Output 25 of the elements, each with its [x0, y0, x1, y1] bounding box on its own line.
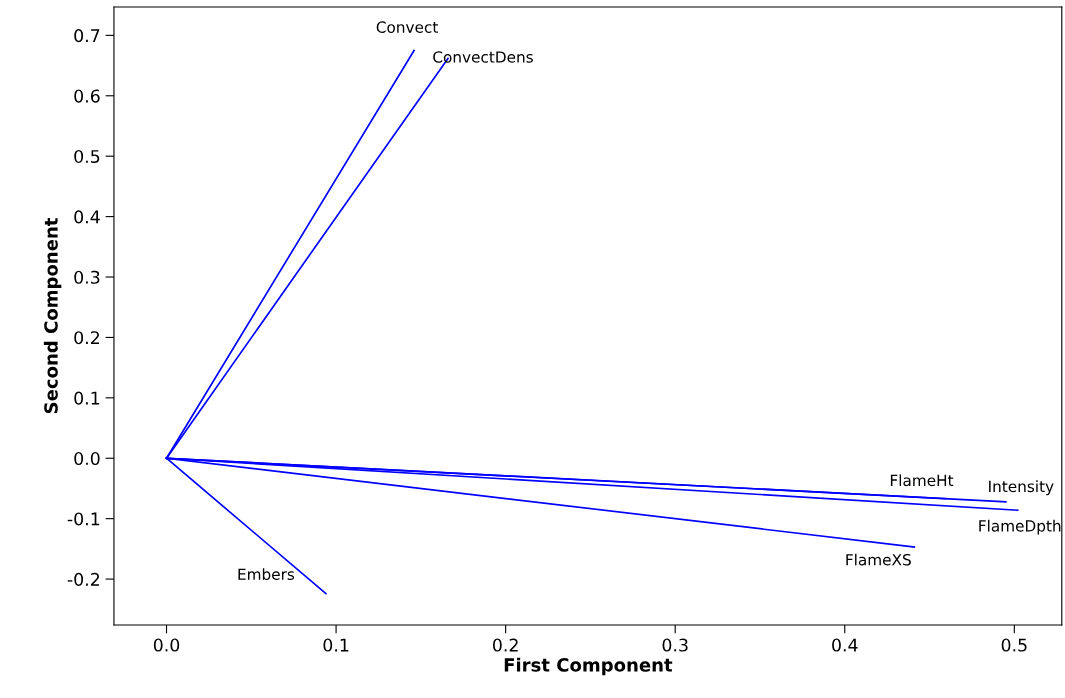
x-tick-label: 0.5 — [1001, 638, 1027, 652]
series-label: FlameDpth — [979, 519, 1061, 535]
y-tick-label: 0.6 — [74, 89, 100, 103]
x-tick-label: 0.4 — [832, 638, 858, 652]
series-label: Embers — [238, 568, 295, 581]
y-tick-label: 0.5 — [74, 149, 100, 164]
x-tick-label: 0.0 — [153, 638, 180, 652]
y-tick-label: -0.2 — [67, 572, 100, 586]
y-tick-label: 0.2 — [74, 331, 100, 345]
y-axis-title: Second Component — [43, 218, 62, 414]
x-tick-label: 0.1 — [323, 638, 349, 652]
y-tick-label: 0.3 — [74, 270, 100, 284]
y-tick-label: 0.4 — [74, 210, 100, 224]
series-label: FlameHt — [890, 474, 954, 487]
series-label: Intensity — [989, 480, 1054, 496]
series-label: Convect — [376, 21, 438, 33]
series-label: FlameXS — [846, 553, 911, 566]
x-axis-title: First Component — [504, 657, 673, 676]
y-tick-label: 0.1 — [74, 391, 100, 405]
y-tick-label: -0.1 — [67, 512, 100, 526]
y-tick-label: 0.7 — [74, 29, 100, 43]
x-tick-label: 0.2 — [492, 638, 518, 652]
x-tick-label: 0.3 — [662, 638, 688, 652]
y-tick-label: 0.0 — [74, 451, 100, 466]
series-label: ConvectDens — [433, 51, 533, 63]
